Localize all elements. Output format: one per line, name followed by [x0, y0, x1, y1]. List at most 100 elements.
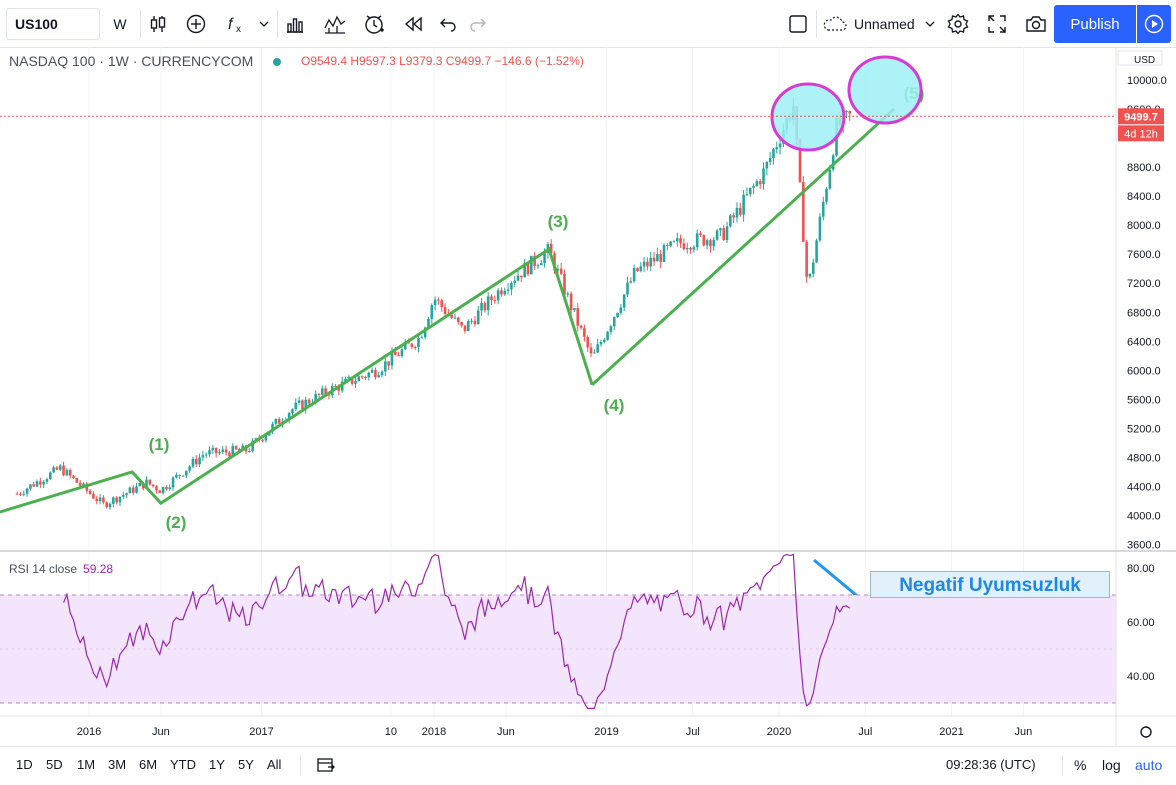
axis-settings-icon [1140, 726, 1152, 738]
candle-body [818, 216, 822, 241]
time-tick-label: 10 [385, 726, 397, 738]
candle-body [685, 248, 689, 250]
axes: 10000.09600.08800.08400.08000.07600.0720… [0, 47, 1176, 747]
candle-body [135, 486, 138, 493]
chevron-down-icon[interactable] [254, 7, 274, 41]
candle-body [828, 169, 832, 189]
candle-body [463, 325, 467, 332]
candle-body [65, 470, 69, 476]
range-all[interactable]: All [267, 757, 282, 772]
price-tick-label: 8800.0 [1127, 162, 1161, 174]
drawing-overlays[interactable]: (1)(2)(3)(4)(5) [0, 55, 1116, 671]
candle-body [400, 349, 404, 357]
candle-body [765, 162, 769, 169]
price-tick-label: 4400.0 [1127, 481, 1161, 493]
candle-body [709, 240, 712, 247]
utc-clock[interactable]: 09:28:36 (UTC) [946, 757, 1036, 772]
candle-body [15, 493, 19, 495]
layout-name-button[interactable]: Unnamed [822, 7, 940, 41]
candle-body [251, 440, 254, 451]
elliott-wave-line [0, 246, 594, 514]
candle-body [632, 268, 636, 282]
replay-icon[interactable] [398, 7, 428, 41]
camera-icon[interactable] [1020, 7, 1052, 41]
undo-icon[interactable] [434, 7, 462, 41]
candle-body [768, 158, 772, 163]
time-tick-label: Jun [152, 726, 170, 738]
divider [816, 10, 817, 38]
candle-body [612, 317, 616, 327]
candle-body [324, 388, 327, 395]
candle-body [291, 409, 294, 414]
candle-body [702, 235, 706, 246]
candle-body [118, 496, 122, 503]
candle-body [599, 341, 603, 345]
candle-body [480, 302, 483, 311]
bar-chart-icon[interactable] [280, 7, 310, 41]
range-3m[interactable]: 3M [108, 757, 127, 772]
publish-button[interactable]: Publish [1054, 5, 1136, 43]
candle-body [745, 194, 749, 196]
candle-body [407, 342, 410, 344]
log-scale-toggle[interactable]: log [1102, 757, 1121, 773]
rsi-tick-label: 60.00 [1127, 617, 1155, 629]
candle-body [317, 393, 321, 395]
candle-body [35, 481, 39, 487]
range-1y[interactable]: 1Y [209, 757, 225, 772]
fullscreen-square-icon[interactable] [784, 7, 812, 41]
symbol-search[interactable]: US100 [6, 8, 100, 40]
highlight-circle [770, 82, 846, 152]
time-tick-label: 2019 [594, 726, 618, 738]
compare-add-icon[interactable] [180, 7, 212, 41]
candle-body [602, 339, 606, 342]
candle-body [39, 481, 42, 485]
range-1d[interactable]: 1D [16, 757, 33, 772]
candle-body [390, 351, 394, 366]
range-1m[interactable]: 1M [77, 757, 96, 772]
candle-body [367, 372, 371, 378]
redo-icon[interactable] [464, 7, 492, 41]
fullscreen-icon[interactable] [982, 7, 1012, 41]
divergence-label[interactable]: Negatif Uyumsuzluk [870, 571, 1110, 598]
candle-body [606, 331, 609, 340]
cloud-icon [823, 16, 847, 31]
currency-box [1117, 50, 1163, 66]
candlestick-series [15, 98, 852, 510]
candle-body [662, 244, 666, 262]
candle-body [204, 454, 208, 456]
chart-area[interactable]: (1)(2)(3)(4)(5) 10000.09600.08800.08400.… [0, 47, 1176, 747]
range-5d[interactable]: 5D [46, 757, 63, 772]
countdown-label: 4d 12h [1124, 128, 1158, 140]
highlight-circle [847, 55, 923, 125]
candle-body [185, 470, 188, 476]
time-tick-label: 2017 [249, 726, 273, 738]
alert-clock-icon[interactable] [358, 7, 390, 41]
indicators-templates-icon[interactable] [320, 7, 350, 41]
auto-scale-toggle[interactable]: auto [1135, 757, 1163, 773]
price-tick-label: 8400.0 [1127, 191, 1161, 203]
candle-body [334, 385, 337, 387]
candle-body [526, 263, 530, 275]
interval-button[interactable]: W [113, 16, 127, 32]
price-tick-label: 10000.0 [1127, 75, 1167, 87]
candle-body [802, 182, 805, 242]
candle-body [191, 458, 195, 467]
range-ytd[interactable]: YTD [170, 757, 196, 772]
range-5y[interactable]: 5Y [238, 757, 254, 772]
candle-body [689, 248, 692, 250]
play-icon[interactable] [1137, 5, 1171, 43]
candles-icon[interactable] [142, 7, 174, 41]
candle-body [695, 233, 699, 248]
goto-date-icon[interactable] [316, 755, 336, 778]
candle-body [413, 347, 417, 349]
candle-body [238, 449, 241, 451]
ohlc-values: O9549.4 H9597.3 L9379.3 C9499.7 −146.6 (… [301, 54, 584, 68]
candle-body [287, 413, 291, 420]
candle-body [228, 452, 231, 457]
settings-gear-icon[interactable] [942, 7, 974, 41]
range-6m[interactable]: 6M [139, 757, 158, 772]
candle-body [559, 268, 563, 274]
percent-scale-toggle[interactable]: % [1074, 757, 1087, 773]
time-tick-label: Jun [497, 726, 515, 738]
